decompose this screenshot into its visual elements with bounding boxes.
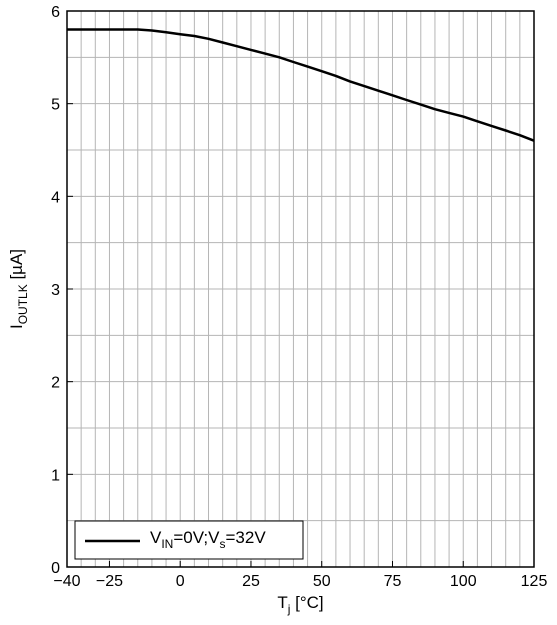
legend-label: VIN=0V;Vs=32V: [150, 528, 266, 551]
y-tick-label: 6: [51, 4, 60, 21]
y-tick-label: 1: [51, 467, 60, 484]
y-tick-label: 4: [51, 189, 60, 206]
x-tick-label: 50: [313, 573, 331, 590]
x-tick-label: −25: [96, 573, 123, 590]
y-axis-label: IOUTLK [µA]: [7, 249, 30, 329]
x-tick-label: 125: [521, 573, 548, 590]
grid: [67, 11, 534, 567]
y-tick-label: 2: [51, 375, 60, 392]
y-tick-label: 3: [51, 282, 60, 299]
x-tick-label: 75: [384, 573, 402, 590]
y-tick-label: 5: [51, 97, 60, 114]
series-line: [67, 28, 535, 142]
series-layer: [67, 28, 535, 142]
y-tick-label: 0: [51, 560, 60, 577]
x-tick-label: −40: [53, 573, 80, 590]
tick-labels: −40 −25 0 25 50 75 100 125 0 1 2 3 4 5 6: [51, 4, 547, 590]
x-tick-label: 25: [242, 573, 260, 590]
x-tick-label: 100: [450, 573, 477, 590]
x-tick-label: 0: [176, 573, 185, 590]
legend: VIN=0V;Vs=32V: [74, 520, 304, 560]
x-axis-label: Tj [°C]: [277, 593, 323, 616]
